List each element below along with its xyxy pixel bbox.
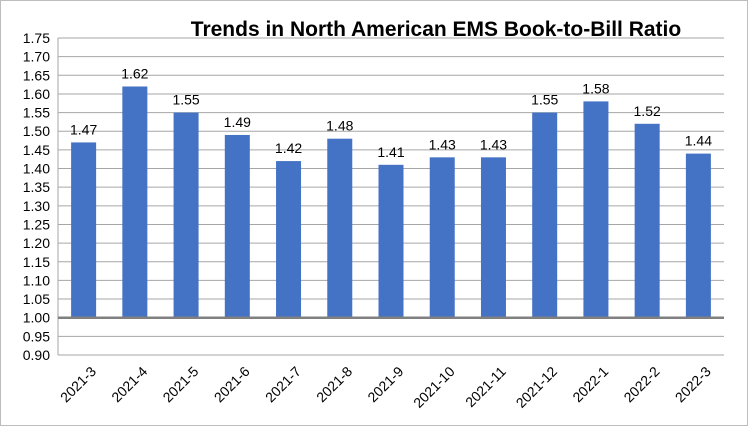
y-tick-label: 1.00 xyxy=(23,310,50,326)
bar xyxy=(276,161,302,318)
bar xyxy=(532,112,558,318)
y-tick-label: 1.30 xyxy=(23,198,50,214)
x-category-label: 2022-2 xyxy=(620,363,662,405)
data-label: 1.58 xyxy=(582,80,609,96)
bar xyxy=(634,123,660,318)
y-tick-label: 1.25 xyxy=(23,216,50,232)
y-tick-label: 1.60 xyxy=(23,86,50,102)
data-label: 1.41 xyxy=(377,144,404,160)
bar xyxy=(122,86,148,318)
x-category-label: 2021-10 xyxy=(410,363,458,411)
y-axis-ticks: 0.90 0.95 1.00 1.05 1.10 1.15 1.20 1.25 1.30 1.35… xyxy=(23,30,50,363)
bars xyxy=(71,86,711,318)
y-tick-label: 1.20 xyxy=(23,235,50,251)
data-label: 1.43 xyxy=(480,136,507,152)
bar xyxy=(71,142,97,318)
y-tick-label: 1.75 xyxy=(23,30,50,46)
x-category-label: 2021-5 xyxy=(159,363,201,405)
y-tick-label: 1.55 xyxy=(23,105,50,121)
data-label: 1.49 xyxy=(224,114,251,130)
bar xyxy=(378,164,404,318)
data-label: 1.44 xyxy=(685,133,712,149)
y-tick-label: 1.50 xyxy=(23,123,50,139)
data-label: 1.55 xyxy=(531,92,558,108)
chart-title: Trends in North American EMS Book-to-Bil… xyxy=(191,18,681,41)
data-label: 1.48 xyxy=(326,118,353,134)
y-tick-label: 1.45 xyxy=(23,142,50,158)
x-category-label: 2022-3 xyxy=(672,363,714,405)
y-tick-label: 1.35 xyxy=(23,179,50,195)
x-category-label: 2022-1 xyxy=(569,363,611,405)
x-category-label: 2021-7 xyxy=(262,363,304,405)
bar xyxy=(685,153,711,318)
x-category-label: 2021-4 xyxy=(108,363,150,405)
data-label: 1.52 xyxy=(634,103,661,119)
bar xyxy=(224,134,250,318)
y-tick-label: 1.05 xyxy=(23,291,50,307)
y-tick-label: 1.15 xyxy=(23,254,50,270)
bar xyxy=(327,138,353,318)
data-label: 1.47 xyxy=(70,121,97,137)
bar xyxy=(429,157,455,318)
data-label: 1.55 xyxy=(172,92,199,108)
data-label: 1.42 xyxy=(275,140,302,156)
y-tick-label: 1.40 xyxy=(23,161,50,177)
y-tick-label: 0.95 xyxy=(23,328,50,344)
bar xyxy=(173,112,199,318)
data-label: 1.62 xyxy=(121,65,148,81)
y-tick-label: 1.70 xyxy=(23,49,50,65)
x-category-label: 2021-8 xyxy=(313,363,355,405)
x-category-label: 2021-9 xyxy=(364,363,406,405)
x-category-label: 2021-3 xyxy=(57,363,99,405)
y-tick-label: 0.90 xyxy=(23,347,50,363)
x-category-label: 2021-11 xyxy=(462,363,509,410)
data-labels: 1.47 1.62 1.55 1.49 1.42 1.48 1.41 1.43 1.43 1.55… xyxy=(70,65,712,159)
data-label: 1.43 xyxy=(429,136,456,152)
bar xyxy=(480,157,506,318)
x-axis-categories: 2021-3 2021-4 2021-5 2021-6 2021-7 2021-8 2021… xyxy=(57,363,714,411)
y-tick-label: 1.10 xyxy=(23,272,50,288)
bar xyxy=(583,101,609,318)
x-category-label: 2021-6 xyxy=(211,363,253,405)
x-category-label: 2021-12 xyxy=(513,363,561,411)
y-tick-label: 1.65 xyxy=(23,67,50,83)
